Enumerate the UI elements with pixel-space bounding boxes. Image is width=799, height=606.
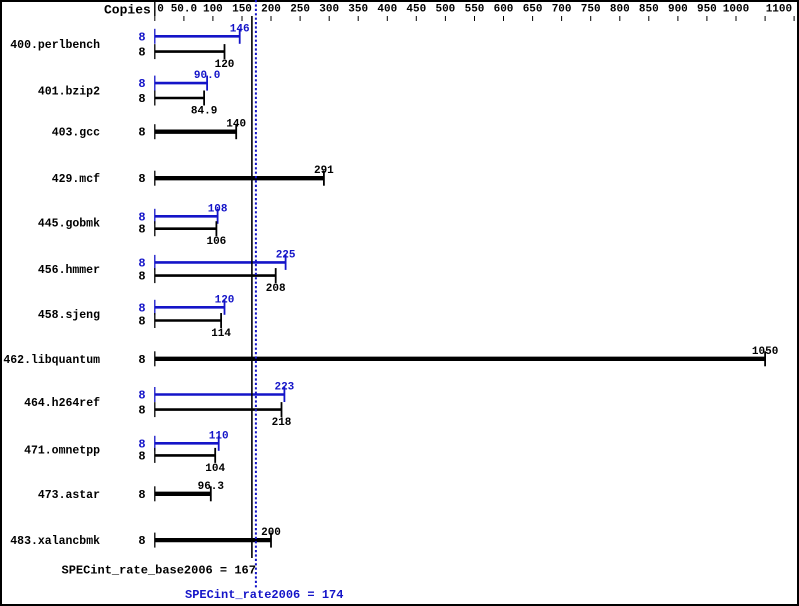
svg-text:1100: 1100 — [766, 4, 792, 16]
svg-text:140: 140 — [226, 119, 246, 131]
svg-text:462.libquantum: 462.libquantum — [3, 354, 100, 367]
svg-text:8: 8 — [138, 488, 145, 502]
svg-text:471.omnetpp: 471.omnetpp — [24, 444, 100, 457]
svg-text:114: 114 — [211, 328, 231, 340]
svg-text:225: 225 — [276, 249, 296, 261]
svg-text:8: 8 — [138, 92, 145, 106]
svg-text:500: 500 — [435, 4, 455, 16]
svg-text:800: 800 — [610, 4, 630, 16]
svg-text:SPECint_rate_base2006 = 167: SPECint_rate_base2006 = 167 — [62, 564, 256, 578]
svg-text:8: 8 — [138, 449, 145, 463]
svg-text:1000: 1000 — [723, 4, 749, 16]
svg-text:84.9: 84.9 — [191, 106, 217, 118]
svg-text:8: 8 — [138, 534, 145, 548]
svg-text:8: 8 — [138, 256, 145, 270]
svg-text:1050: 1050 — [752, 346, 778, 358]
svg-text:400: 400 — [377, 4, 397, 16]
svg-text:473.astar: 473.astar — [38, 489, 100, 502]
svg-text:445.gobmk: 445.gobmk — [38, 218, 100, 231]
svg-text:403.gcc: 403.gcc — [52, 127, 100, 140]
svg-text:150: 150 — [232, 4, 252, 16]
svg-text:600: 600 — [494, 4, 514, 16]
svg-text:450: 450 — [406, 4, 426, 16]
svg-text:850: 850 — [639, 4, 659, 16]
svg-text:8: 8 — [138, 172, 145, 186]
svg-text:750: 750 — [581, 4, 601, 16]
svg-text:250: 250 — [290, 4, 310, 16]
svg-text:208: 208 — [266, 283, 286, 295]
svg-text:200: 200 — [261, 527, 281, 539]
svg-text:350: 350 — [348, 4, 368, 16]
svg-text:146: 146 — [230, 23, 250, 35]
svg-text:291: 291 — [314, 165, 334, 177]
svg-text:50.0: 50.0 — [171, 4, 197, 16]
svg-text:0: 0 — [157, 4, 164, 16]
svg-text:8: 8 — [138, 46, 145, 60]
svg-text:550: 550 — [465, 4, 485, 16]
svg-text:950: 950 — [697, 4, 717, 16]
svg-text:700: 700 — [552, 4, 572, 16]
svg-text:8: 8 — [138, 404, 145, 418]
svg-text:104: 104 — [205, 463, 225, 475]
svg-text:120: 120 — [215, 294, 235, 306]
svg-text:8: 8 — [138, 270, 145, 284]
svg-text:8: 8 — [138, 77, 145, 91]
svg-text:200: 200 — [261, 4, 281, 16]
svg-text:456.hmmer: 456.hmmer — [38, 264, 100, 277]
svg-text:8: 8 — [138, 126, 145, 140]
svg-text:401.bzip2: 401.bzip2 — [38, 86, 100, 99]
svg-text:100: 100 — [203, 4, 223, 16]
svg-text:8: 8 — [138, 315, 145, 329]
svg-text:400.perlbench: 400.perlbench — [10, 39, 100, 52]
svg-text:900: 900 — [668, 4, 688, 16]
svg-text:464.h264ref: 464.h264ref — [24, 397, 100, 410]
svg-text:458.sjeng: 458.sjeng — [38, 309, 100, 322]
svg-text:106: 106 — [206, 236, 226, 248]
svg-text:8: 8 — [138, 301, 145, 315]
svg-text:8: 8 — [138, 223, 145, 237]
svg-text:650: 650 — [523, 4, 543, 16]
svg-text:96.3: 96.3 — [198, 481, 225, 493]
svg-text:8: 8 — [138, 389, 145, 403]
svg-text:223: 223 — [274, 382, 294, 394]
svg-text:429.mcf: 429.mcf — [52, 173, 100, 186]
svg-text:Copies: Copies — [104, 3, 151, 18]
svg-text:300: 300 — [319, 4, 339, 16]
svg-text:90.0: 90.0 — [194, 70, 220, 82]
svg-text:218: 218 — [272, 417, 292, 429]
svg-text:8: 8 — [138, 353, 145, 367]
svg-text:110: 110 — [209, 430, 229, 442]
svg-text:SPECint_rate2006 = 174: SPECint_rate2006 = 174 — [185, 588, 343, 602]
svg-text:108: 108 — [208, 203, 228, 215]
svg-text:483.xalancbmk: 483.xalancbmk — [10, 535, 100, 548]
svg-text:8: 8 — [138, 30, 145, 44]
